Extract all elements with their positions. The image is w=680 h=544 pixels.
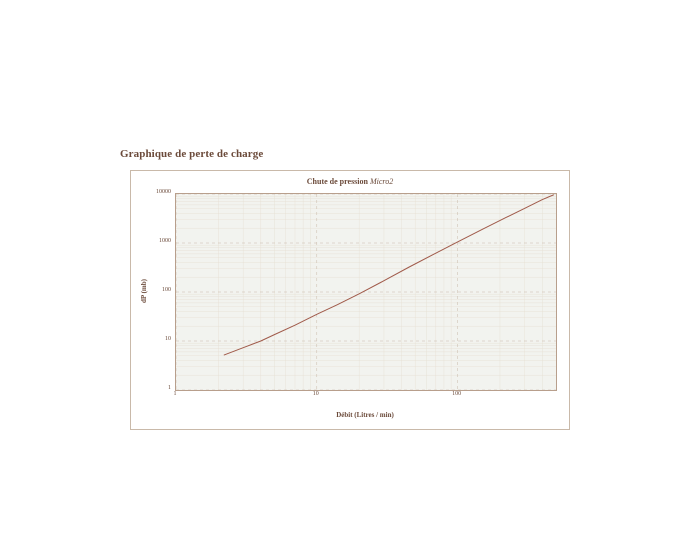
chart-title-prefix: Chute de pression [307, 177, 370, 186]
chart-panel: Chute de pression Micro2 dP (mb) Débit (… [130, 170, 570, 430]
x-tick-label: 10 [313, 391, 319, 397]
y-tick-label: 1 [141, 385, 171, 391]
x-tick-label: 1 [174, 391, 177, 397]
chart-title-series: Micro2 [370, 177, 393, 186]
section-title: Graphique de perte de charge [120, 148, 263, 160]
y-tick-label: 10 [141, 336, 171, 342]
y-tick-label: 100 [141, 287, 171, 293]
chart-svg [176, 194, 556, 390]
x-axis-label: Débit (Litres / min) [175, 411, 555, 419]
chart-title: Chute de pression Micro2 [131, 177, 569, 186]
plot-area [175, 193, 557, 391]
y-tick-label: 1000 [141, 238, 171, 244]
x-tick-label: 100 [452, 391, 461, 397]
page: Graphique de perte de charge Chute de pr… [0, 0, 680, 544]
y-tick-label: 10000 [141, 189, 171, 195]
